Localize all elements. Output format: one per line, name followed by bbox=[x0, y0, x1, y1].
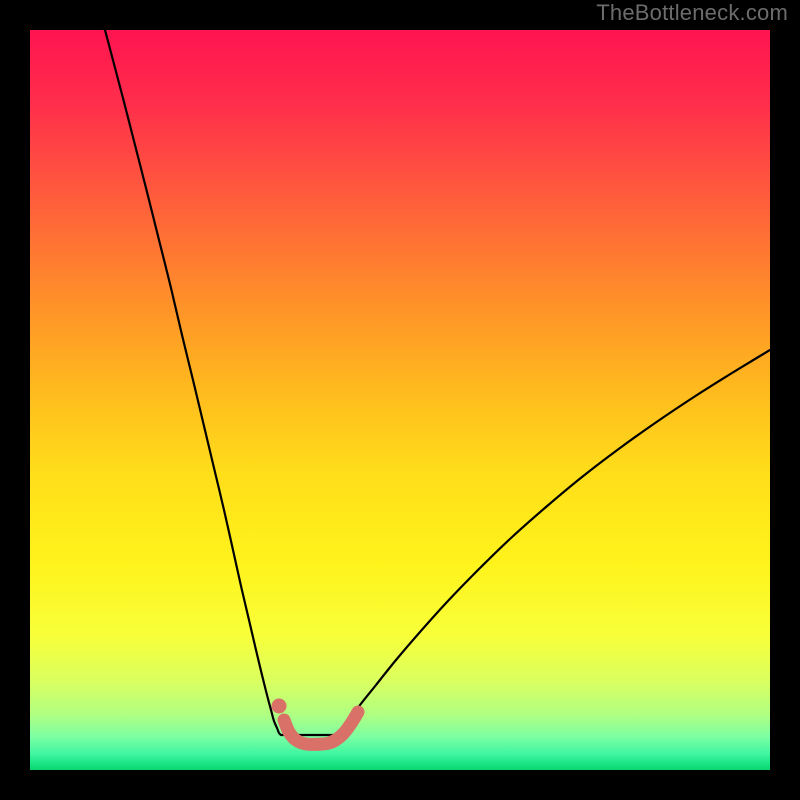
plot-background bbox=[30, 30, 770, 770]
figure-root: TheBottleneck.com bbox=[0, 0, 800, 800]
chart-svg bbox=[0, 0, 800, 800]
optimal-range-dot bbox=[272, 699, 287, 714]
watermark-text: TheBottleneck.com bbox=[596, 0, 788, 26]
